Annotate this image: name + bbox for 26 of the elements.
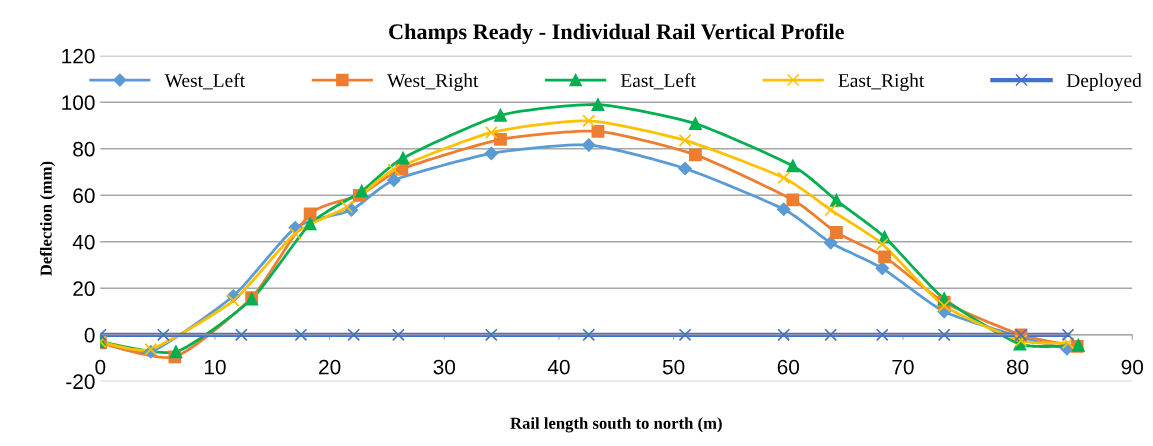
x-tick-label: 80 [1006,359,1029,375]
y-tick-label: 60 [73,188,95,204]
x-tick-label: 40 [547,359,570,375]
y-tick-label: 120 [62,48,95,64]
y-axis-title: Deflection (mm) [39,161,56,276]
y-tick-label: -20 [66,374,95,390]
x-tick-label: 20 [319,359,341,375]
x-tick-label: 10 [204,359,226,375]
y-tick-label: 40 [72,234,95,250]
y-tick-label: 80 [73,141,95,157]
legend-label: West_Left [164,73,245,90]
x-axis-title: Rail length south to north (m) [510,417,722,433]
x-tick-label: 60 [777,359,800,375]
x-tick-label: 0 [95,359,106,375]
chart-title: Champs Ready - Individual Rail Vertical Profile [389,23,844,44]
legend-label: Deployed [1066,73,1142,92]
y-tick-label: 0 [84,327,95,343]
x-tick-label: 50 [662,359,685,375]
legend-label: West_Right [387,73,479,92]
legend-label: East_Right [838,73,925,92]
legend-label: East_Left [620,73,696,90]
y-tick-label: 100 [62,95,95,111]
y-tick-label: 20 [73,281,95,297]
x-tick-label: 70 [892,359,914,375]
x-tick-label: 30 [433,359,456,375]
x-tick-label: 90 [1121,359,1144,375]
